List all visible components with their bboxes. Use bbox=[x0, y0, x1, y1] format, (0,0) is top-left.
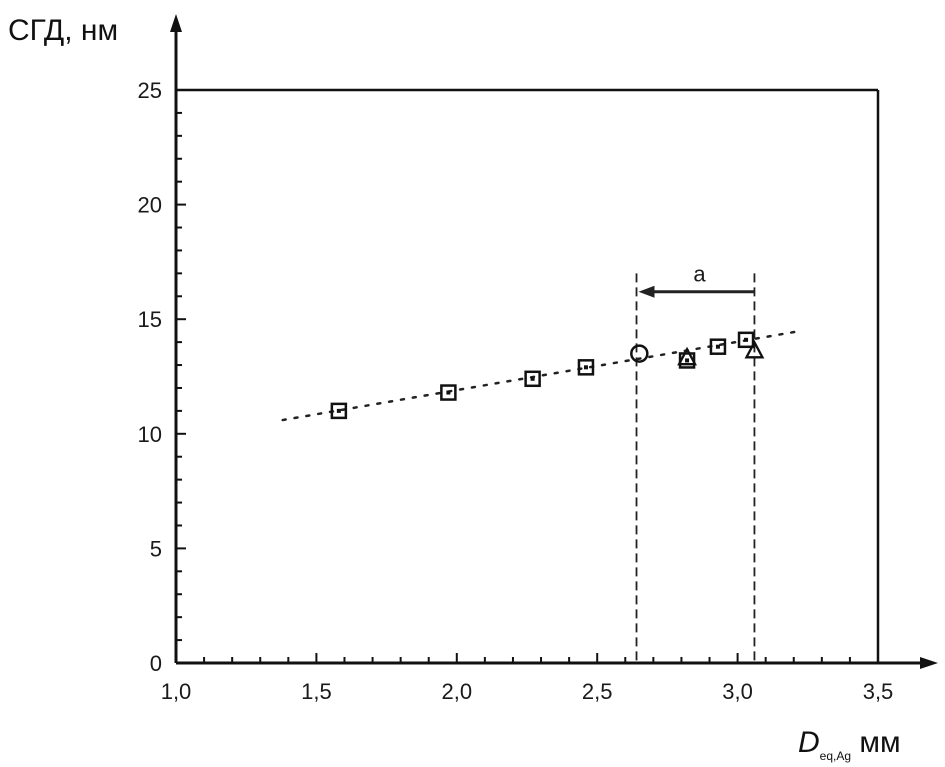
trend-line-group bbox=[281, 329, 804, 422]
square-marker-center bbox=[685, 358, 690, 363]
square-marker bbox=[577, 359, 595, 376]
square-marker-center bbox=[336, 408, 341, 413]
y-axis-title: СГД, нм bbox=[8, 14, 118, 47]
annotation-label: a bbox=[693, 262, 706, 287]
x-tick-label: 2,5 bbox=[582, 679, 613, 704]
x-axis-arrow bbox=[920, 657, 938, 669]
square-marker-center bbox=[446, 390, 451, 395]
y-tick-label: 20 bbox=[138, 193, 162, 218]
x-tick-label: 3,5 bbox=[863, 679, 894, 704]
x-axis-title-main: D bbox=[798, 726, 820, 759]
triangle-marker bbox=[677, 346, 697, 366]
tick-labels: 0 5 10 15 20 25 1,0 1,5 2,0 2,5 3,0 3,5 bbox=[138, 78, 894, 704]
annotation-arrow-head bbox=[638, 285, 655, 298]
square-marker bbox=[709, 338, 727, 355]
x-axis-title: Deq,Ag мм bbox=[798, 726, 901, 763]
data-points bbox=[330, 331, 765, 420]
square-marker-center bbox=[715, 344, 720, 349]
trend-line bbox=[281, 329, 804, 422]
axis-ticks bbox=[175, 89, 879, 664]
square-marker bbox=[737, 331, 755, 349]
square-marker-center bbox=[583, 365, 588, 370]
x-tick-label: 3,0 bbox=[722, 679, 753, 704]
x-tick-label: 1,5 bbox=[301, 679, 332, 704]
x-axis-title-unit: мм bbox=[859, 726, 900, 759]
x-tick-label: 2,0 bbox=[442, 679, 473, 704]
annotation-group: a bbox=[635, 262, 756, 663]
y-tick-label: 10 bbox=[138, 422, 162, 447]
x-axis-title-sub: eq,Ag bbox=[820, 749, 851, 763]
square-marker-center bbox=[530, 376, 535, 381]
y-axis-arrow bbox=[170, 14, 182, 32]
y-tick-label: 25 bbox=[138, 78, 162, 103]
y-tick-label: 0 bbox=[150, 651, 162, 676]
x-tick-label: 1,0 bbox=[161, 679, 192, 704]
square-marker bbox=[330, 402, 348, 420]
y-tick-label: 5 bbox=[150, 536, 162, 561]
square-marker bbox=[440, 384, 457, 401]
y-tick-label: 15 bbox=[138, 307, 162, 332]
plot-frame bbox=[170, 14, 938, 669]
circle-marker bbox=[630, 344, 649, 363]
triangle-marker bbox=[744, 339, 765, 359]
square-marker bbox=[524, 370, 541, 388]
square-marker-center bbox=[744, 337, 749, 342]
